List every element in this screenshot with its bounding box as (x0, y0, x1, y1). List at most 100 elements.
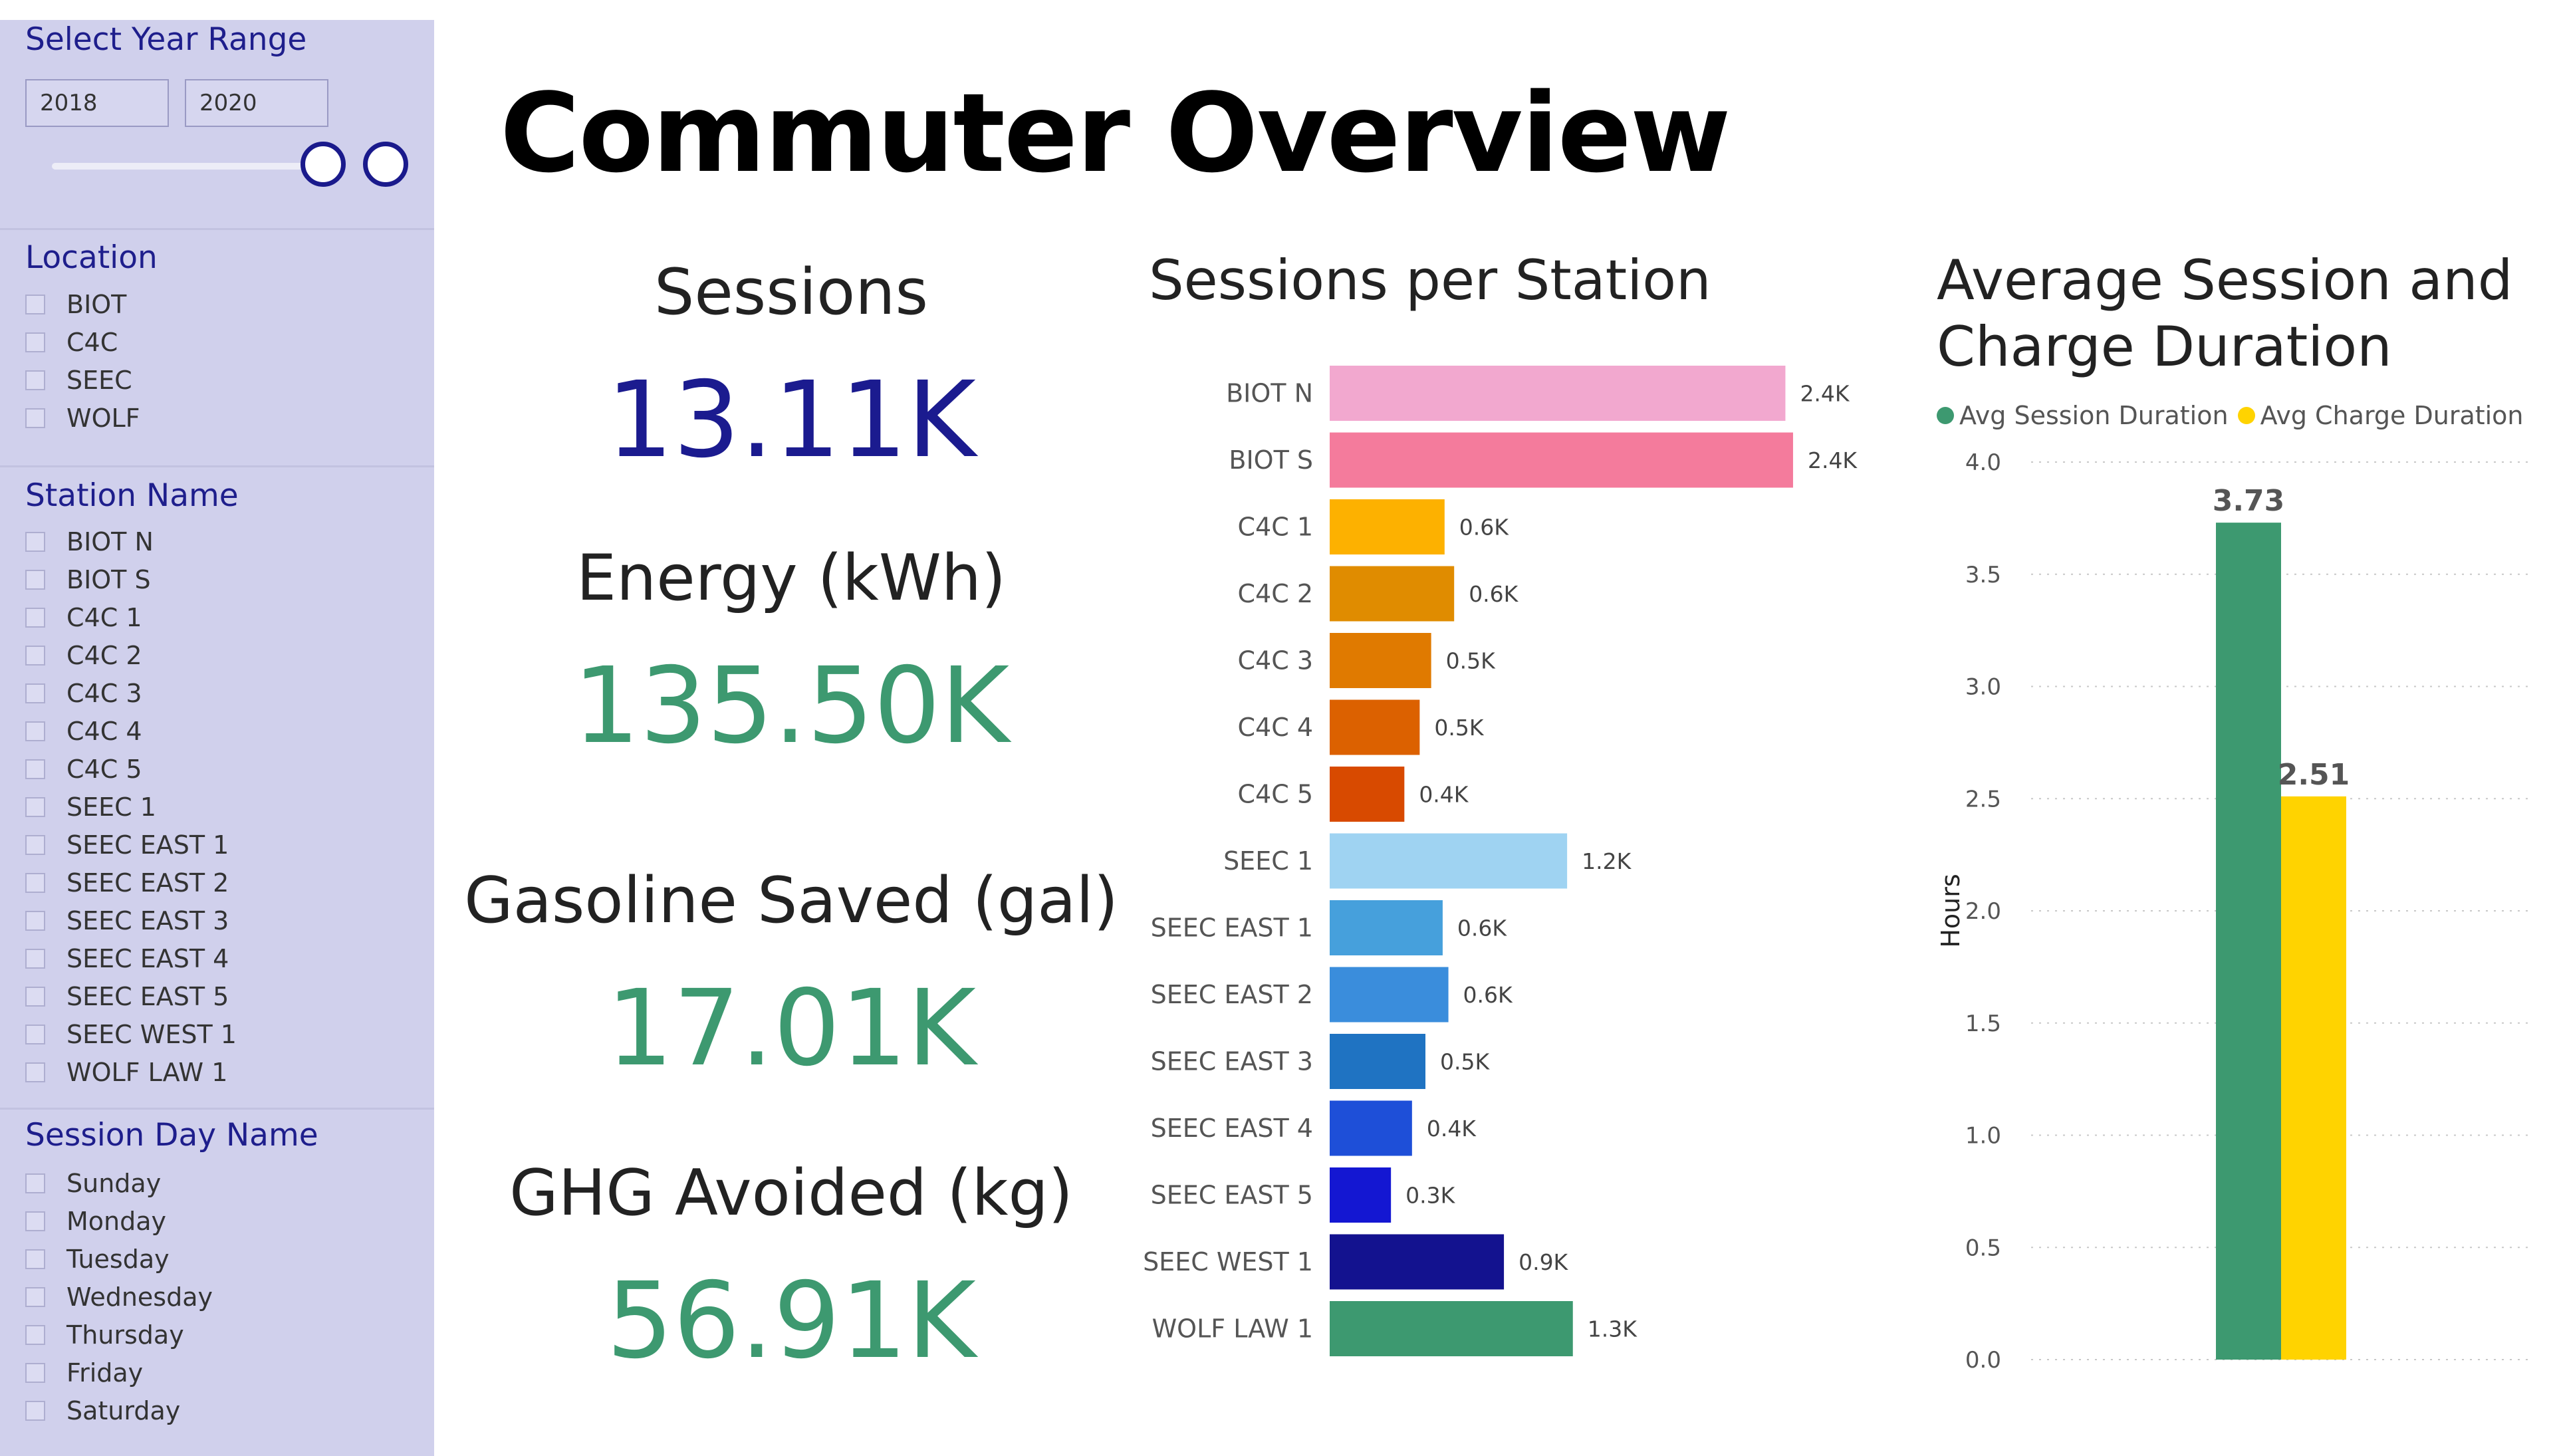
session-day-checkbox[interactable] (25, 1363, 45, 1383)
station-option[interactable]: WOLF LAW 1 (25, 1056, 227, 1089)
bar-category-label: C4C 3 (1238, 646, 1314, 675)
station-option[interactable]: C4C 4 (25, 715, 142, 748)
session-day-option[interactable]: Tuesday (25, 1243, 170, 1276)
bar-data-label: 0.4K (1419, 782, 1469, 808)
station-checkbox[interactable] (25, 683, 45, 703)
session-day-checkbox[interactable] (25, 1173, 45, 1193)
station-option[interactable]: SEEC EAST 4 (25, 942, 229, 975)
station-option[interactable]: SEEC WEST 1 (25, 1018, 237, 1051)
bar-data-label: 0.5K (1440, 1049, 1490, 1075)
bar-data-label: 0.6K (1459, 515, 1509, 541)
station-bar[interactable] (1330, 1167, 1392, 1223)
station-bar[interactable] (1330, 432, 1793, 488)
avg-charge-duration-bar[interactable] (2281, 796, 2346, 1360)
station-option[interactable]: SEEC EAST 3 (25, 904, 229, 937)
station-bar[interactable] (1330, 1100, 1412, 1156)
station-option[interactable]: C4C 3 (25, 677, 142, 710)
duration-legend: Avg Session Duration Avg Charge Duration (1937, 401, 2533, 430)
station-checkbox[interactable] (25, 532, 45, 552)
bar-category-label: BIOT N (1226, 379, 1313, 408)
year-slider-start-handle[interactable] (301, 142, 346, 187)
station-checkbox[interactable] (25, 797, 45, 817)
station-option[interactable]: SEEC 1 (25, 790, 156, 824)
station-bar[interactable] (1330, 767, 1405, 822)
station-option[interactable]: BIOT N (25, 525, 154, 558)
session-day-option[interactable]: Thursday (25, 1318, 184, 1352)
legend-item-session: Avg Session Duration (1937, 401, 2229, 430)
station-checkbox[interactable] (25, 949, 45, 969)
column-data-label: 2.51 (2278, 758, 2350, 792)
location-checkbox[interactable] (25, 295, 45, 314)
sessions-per-station-title: Sessions per Station (1149, 248, 1711, 312)
location-option[interactable]: C4C (25, 326, 118, 359)
station-bar[interactable] (1330, 366, 1786, 421)
station-bar[interactable] (1330, 699, 1420, 755)
session-day-option-label: Monday (66, 1207, 167, 1236)
location-option[interactable]: WOLF (25, 402, 140, 435)
session-day-option[interactable]: Wednesday (25, 1280, 213, 1314)
bar-data-label: 0.9K (1519, 1249, 1568, 1275)
station-option[interactable]: C4C 5 (25, 753, 142, 786)
station-checkbox[interactable] (25, 835, 45, 855)
column-data-label: 3.73 (2213, 484, 2285, 518)
station-checkbox[interactable] (25, 1062, 45, 1082)
station-option[interactable]: SEEC EAST 1 (25, 828, 229, 862)
bar-data-label: 0.3K (1405, 1183, 1455, 1209)
station-option[interactable]: BIOT S (25, 563, 151, 596)
session-day-checkbox[interactable] (25, 1211, 45, 1231)
station-bar[interactable] (1330, 900, 1443, 955)
year-from-input[interactable]: 2018 (25, 79, 169, 127)
station-bar[interactable] (1330, 1034, 1425, 1089)
location-checkbox[interactable] (25, 408, 45, 428)
location-option-label: WOLF (66, 404, 140, 433)
year-slider-end-handle[interactable] (363, 142, 408, 187)
station-option[interactable]: C4C 1 (25, 601, 142, 634)
bar-data-label: 0.5K (1446, 648, 1496, 674)
station-bar[interactable] (1330, 1234, 1505, 1290)
station-checkbox[interactable] (25, 646, 45, 666)
station-option-label: C4C 1 (66, 603, 142, 632)
year-range-title: Select Year Range (25, 21, 307, 58)
station-bar[interactable] (1330, 1301, 1573, 1356)
station-option-label: C4C 5 (66, 755, 142, 784)
station-option-label: SEEC WEST 1 (66, 1020, 237, 1049)
session-day-option[interactable]: Friday (25, 1356, 143, 1390)
station-checkbox[interactable] (25, 759, 45, 779)
bar-data-label: 2.4K (1808, 447, 1858, 473)
session-day-option[interactable]: Sunday (25, 1167, 161, 1200)
station-checkbox[interactable] (25, 570, 45, 590)
bar-category-label: SEEC EAST 3 (1151, 1047, 1313, 1076)
location-option[interactable]: BIOT (25, 288, 126, 321)
station-bar[interactable] (1330, 967, 1449, 1023)
session-day-option-label: Saturday (66, 1396, 181, 1425)
filter-sidebar: Select Year Range 2018 2020 Location BIO… (0, 20, 434, 1456)
station-checkbox[interactable] (25, 1025, 45, 1044)
location-checkbox[interactable] (25, 370, 45, 390)
year-slider-track[interactable] (52, 163, 338, 170)
station-bar[interactable] (1330, 833, 1568, 889)
session-day-option[interactable]: Saturday (25, 1394, 180, 1427)
session-day-checkbox[interactable] (25, 1325, 45, 1345)
session-day-checkbox[interactable] (25, 1401, 45, 1421)
bar-data-label: 0.5K (1434, 715, 1484, 741)
session-day-checkbox[interactable] (25, 1249, 45, 1269)
station-bar[interactable] (1330, 499, 1445, 554)
station-checkbox[interactable] (25, 873, 45, 893)
session-day-option[interactable]: Monday (25, 1205, 166, 1238)
station-option[interactable]: SEEC EAST 5 (25, 980, 229, 1013)
station-checkbox[interactable] (25, 721, 45, 741)
station-bar[interactable] (1330, 633, 1431, 688)
station-option[interactable]: SEEC EAST 2 (25, 866, 229, 900)
kpi-gasoline-label: Gasoline Saved (gal) (464, 864, 1118, 937)
station-option[interactable]: C4C 2 (25, 639, 142, 672)
location-option[interactable]: SEEC (25, 364, 132, 397)
station-checkbox[interactable] (25, 911, 45, 931)
location-checkbox[interactable] (25, 332, 45, 352)
station-checkbox[interactable] (25, 608, 45, 628)
avg-session-duration-bar[interactable] (2216, 523, 2281, 1360)
year-to-input[interactable]: 2020 (185, 79, 328, 127)
station-bar[interactable] (1330, 566, 1455, 622)
station-checkbox[interactable] (25, 987, 45, 1007)
session-day-checkbox[interactable] (25, 1287, 45, 1307)
page-title: Commuter Overview (500, 70, 1731, 197)
